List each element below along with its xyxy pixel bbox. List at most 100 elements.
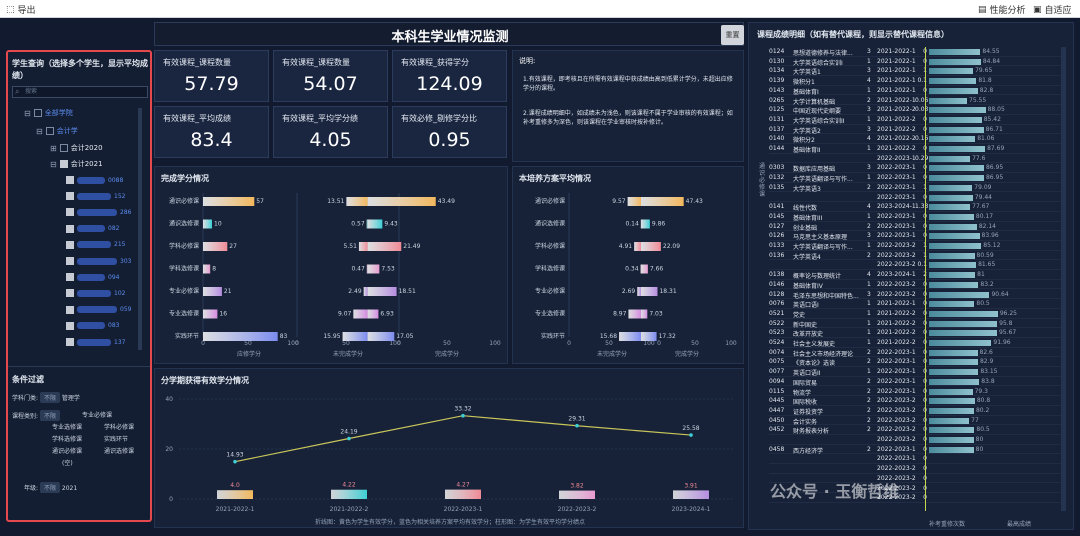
student-node[interactable]: 215 [66,240,125,249]
search-input[interactable]: ⌕ 搜索 [12,86,148,98]
expand-icon[interactable]: ⊟ [36,126,43,136]
course-select[interactable]: 不限 [39,410,60,421]
table-row[interactable]: 0074 社会主义市场经济理论 2 2022-2023-1 0 82.6 [769,348,1065,358]
line-point[interactable] [461,413,465,418]
table-row[interactable]: 0445 国际税收 2 2022-2023-2 0 80.8 [769,396,1065,406]
tree-node[interactable]: ⊞ 会计2020 [50,143,103,153]
checkbox[interactable] [66,321,74,330]
table-row[interactable]: 0133 大学英语翻译与写作... 1 2022-2023-2 1 85.12 [769,241,1065,251]
bar-complete[interactable] [367,287,397,296]
student-node[interactable]: 303 [66,257,131,265]
tree-scrollbar[interactable] [138,108,142,350]
table-row[interactable]: 0143 基础体育I 1 2021-2022-1 0 82.8 [769,86,1065,96]
table-row[interactable]: 0136 大学英语4 2 2022-2023-2 1 80.59 [769,251,1065,261]
bar-complete[interactable] [641,197,684,206]
student-node[interactable]: 082 [66,224,119,233]
bar-complete[interactable] [367,242,402,251]
bar-incomplete[interactable] [363,287,368,296]
student-node[interactable]: 102 [66,289,125,298]
student-node[interactable]: 094 [66,273,119,282]
course-option[interactable]: 通识选修课 [104,448,135,455]
bar-complete[interactable] [367,332,395,341]
bar-incomplete[interactable] [619,332,641,341]
bar-required[interactable] [203,264,211,274]
reset-button[interactable]: 重置 [721,25,744,45]
table-row[interactable]: 0523 改革开放史 1 2021-2022-2 0 95.67 [769,328,1065,338]
bar-complete[interactable] [367,219,383,229]
bar-incomplete[interactable] [342,332,368,341]
table-row[interactable]: 0265 大学计算机基础 2 2021-2022-1 0.06 75.55 [769,96,1065,106]
fit-button[interactable]: ▣ 自适应 [1033,4,1072,17]
table-row[interactable]: 0145 基础体育III 1 2022-2023-1 0 80.17 [769,212,1065,222]
table-row[interactable]: 0144 基础体育II 1 2021-2022-2 0 87.69 [769,144,1065,154]
bar-complete[interactable] [367,264,380,274]
bar-required[interactable] [203,309,218,319]
bar-required[interactable] [203,332,278,341]
bar-complete[interactable] [641,219,650,229]
table-row[interactable]: 0450 会计实务 2 2022-2023-2 0 77 [769,416,1065,426]
student-node[interactable]: 083 [66,321,119,330]
bar-complete[interactable] [641,287,658,296]
bar-complete[interactable] [641,242,661,251]
table-row[interactable]: 0138 概率论与数理统计 4 2023-2024-1 2 81 [769,270,1065,280]
checkbox[interactable] [66,257,74,265]
checkbox[interactable] [66,224,74,233]
student-node[interactable]: 059 [66,305,131,314]
checkbox[interactable] [66,176,74,184]
table-row[interactable]: 0303 数据库应用基础 3 2022-2023-1 0 86.95 [769,163,1065,173]
table-row[interactable]: 2022-2023-1 0 [769,454,1065,465]
tree-node[interactable]: ⊟ 会计学 [36,126,78,136]
checkbox[interactable] [66,240,74,249]
expand-icon[interactable]: ⊟ [50,159,57,169]
student-node[interactable]: 152 [66,192,125,201]
course-option[interactable]: 学科必修课 [104,424,135,431]
bar-required[interactable] [203,242,228,251]
checkbox[interactable] [45,127,54,135]
table-row[interactable]: 0524 社会主义发展史 1 2021-2022-2 0 91.96 [769,338,1065,348]
bar-incomplete[interactable] [634,242,641,251]
bar-incomplete[interactable] [366,219,368,229]
bar-incomplete[interactable] [353,309,368,319]
bar-incomplete[interactable] [366,264,368,274]
checkbox[interactable] [66,305,74,314]
export-button[interactable]: ⬚ 导出 [6,4,36,17]
tree-node[interactable]: ⊟ 全部学院 [24,108,73,118]
table-row[interactable]: 0141 线性代数 4 2023-2024-1 1.33 77.67 [769,202,1065,212]
bar-complete[interactable] [641,264,648,274]
bar-required[interactable] [203,197,255,206]
bar-incomplete[interactable] [628,309,641,319]
table-row[interactable]: 0139 微积分1 4 2021-2022-1 0.1 81.8 [769,76,1065,86]
table-row[interactable]: 2022-2023-2 0.1 81.65 [769,260,1065,271]
gpa-bar[interactable] [673,490,709,499]
table-row[interactable]: 0135 大学英语3 2 2022-2023-1 1 79.09 [769,183,1065,193]
checkbox[interactable] [66,208,74,217]
student-node[interactable]: 286 [66,208,131,217]
expand-icon[interactable]: ⊟ [24,108,31,118]
perf-button[interactable]: ▤ 性能分析 [978,4,1026,17]
tree-node[interactable]: ⊟ 会计2021 [50,159,103,169]
discipline-select[interactable]: 不限 [39,392,60,403]
gpa-bar[interactable] [217,490,253,499]
discipline-option[interactable]: 管理学 [61,395,80,402]
student-node[interactable]: 137 [66,338,125,346]
grade-select[interactable]: 不限 [39,482,60,493]
line-point[interactable] [233,459,237,464]
course-option[interactable]: 实践环节 [104,436,129,443]
course-option[interactable]: 专业选修课 [52,424,83,431]
bar-incomplete[interactable] [637,287,641,296]
bar-required[interactable] [203,219,212,229]
grade-option[interactable]: 2021 [61,485,78,492]
table-row[interactable]: 0447 证券投资学 2 2022-2023-2 0 80.2 [769,406,1065,416]
table-row[interactable]: 0127 创业基础 2 2022-2023-1 0 82.14 [769,222,1065,232]
gpa-bar[interactable] [445,489,481,499]
line-point[interactable] [575,423,579,428]
table-row[interactable]: 0134 大学英语1 3 2021-2022-1 1 79.65 [769,66,1065,76]
student-node[interactable]: 0088 [66,176,123,184]
checkbox[interactable] [66,289,74,298]
checkbox[interactable] [59,144,68,152]
line-point[interactable] [689,433,693,437]
table-row[interactable]: 0521 党史 1 2021-2022-2 0 96.25 [769,309,1065,319]
table-row[interactable]: 2022-2023-2 0 [769,464,1065,474]
table-row[interactable]: 0130 大学英语综合实训I 1 2021-2022-1 0 84.84 [769,57,1065,67]
table-row[interactable]: 0124 思想道德修养与法律... 3 2021-2022-1 0 84.55 [769,47,1065,57]
